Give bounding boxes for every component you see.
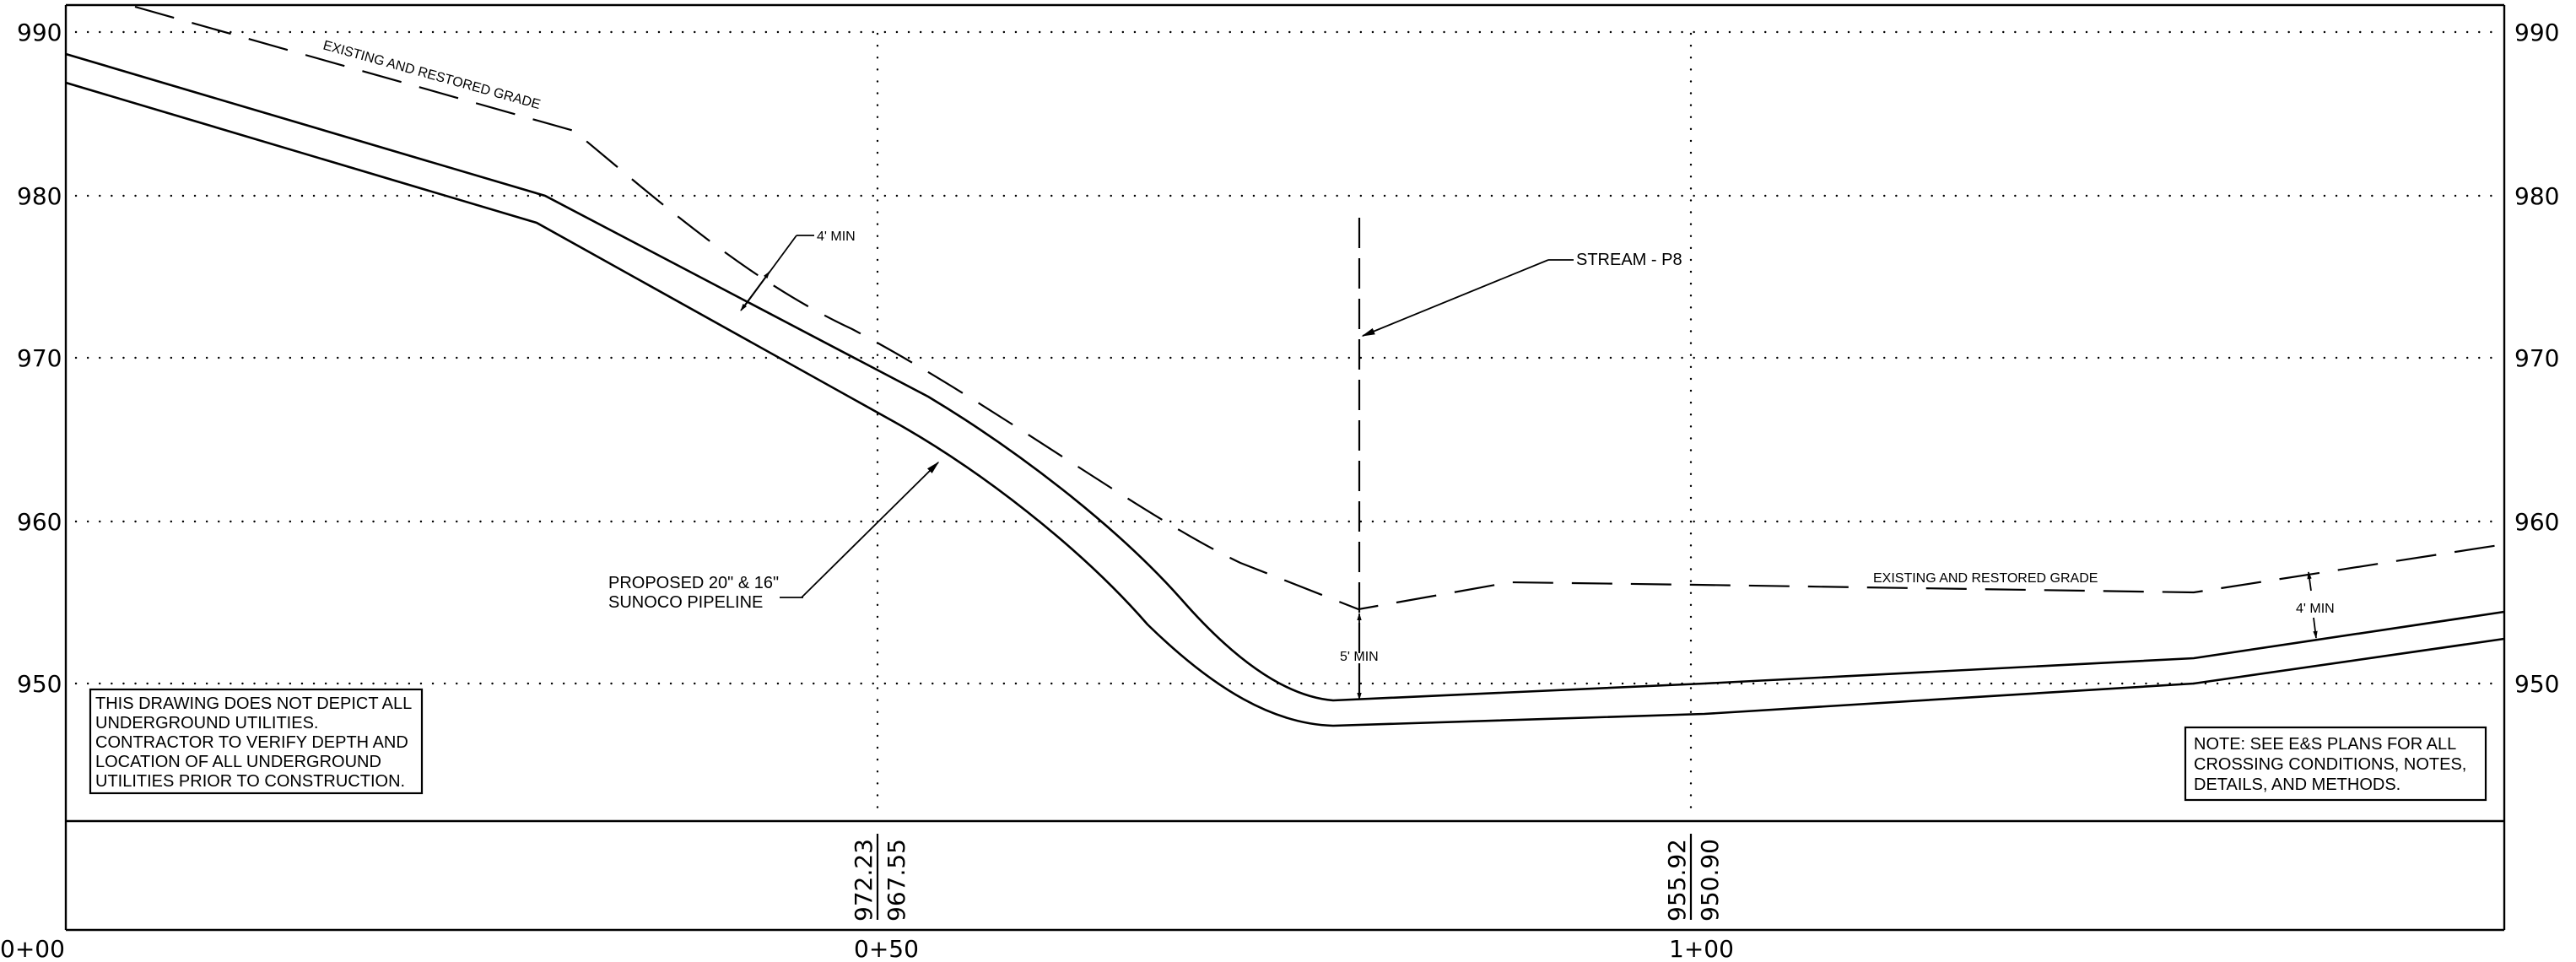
- pipeline-label-line2: SUNOCO PIPELINE: [608, 593, 763, 612]
- elev-label-left-970: 970: [17, 344, 62, 372]
- proposed-elev-sta-50: 967.55: [883, 839, 910, 921]
- utilities-note-line-2: UNDERGROUND UTILITIES.: [95, 714, 318, 732]
- cover-stream-label: 5' MIN: [1340, 650, 1379, 664]
- utilities-note-line-4: LOCATION OF ALL UNDERGROUND: [95, 753, 381, 771]
- elev-label-left-980: 980: [17, 182, 62, 210]
- cover-right-arrow-down: [2313, 617, 2318, 639]
- cover-right-arrow-up: [2307, 571, 2312, 592]
- es-plans-note-line-2: CROSSING CONDITIONS, NOTES,: [2194, 755, 2466, 774]
- pipeline-leader: [801, 461, 940, 598]
- pipeline-label-line1: PROPOSED 20" & 16": [608, 574, 779, 592]
- elev-label-left-950: 950: [17, 670, 62, 698]
- cover-upper-label: 4' MIN: [817, 230, 856, 244]
- stream-label: STREAM - P8: [1576, 251, 1682, 269]
- cover-upper-arrow-up: [754, 271, 770, 292]
- utilities-note-box: [89, 688, 424, 795]
- station-label-100: 1+00: [1669, 935, 1734, 962]
- elev-label-left-990: 990: [17, 19, 62, 46]
- stream-leader: [1361, 259, 1549, 337]
- grade-label-lower: EXISTING AND RESTORED GRADE: [1873, 571, 2098, 586]
- station-label-50: 0+50: [854, 935, 919, 962]
- pipeline-bottom: [65, 81, 2505, 727]
- cover-upper-arrow-down: [740, 290, 756, 311]
- elev-label-left-960: 960: [17, 508, 62, 536]
- elev-label-right-980: 980: [2514, 182, 2559, 210]
- utilities-note-line-1: THIS DRAWING DOES NOT DEPICT ALL: [95, 694, 412, 713]
- es-plans-note-box: [2184, 726, 2487, 802]
- station-label-0: 0+00: [0, 935, 65, 962]
- elev-label-right-950: 950: [2514, 670, 2559, 698]
- elev-label-right-970: 970: [2514, 344, 2559, 372]
- existing-elev-sta-100: 955.92: [1663, 839, 1691, 921]
- grade-label-upper: EXISTING AND RESTORED GRADE: [321, 38, 542, 112]
- cover-right-label: 4' MIN: [2296, 602, 2335, 616]
- utilities-note-line-3: CONTRACTOR TO VERIFY DEPTH AND: [95, 733, 408, 752]
- elev-label-right-990: 990: [2514, 19, 2559, 46]
- es-plans-note-line-1: NOTE: SEE E&S PLANS FOR ALL: [2194, 735, 2456, 754]
- utilities-note-line-5: UTILITIES PRIOR TO CONSTRUCTION.: [95, 772, 405, 791]
- existing-elev-sta-50: 972.23: [850, 839, 878, 921]
- proposed-elev-sta-100: 950.90: [1696, 839, 1724, 921]
- elev-label-right-960: 960: [2514, 508, 2559, 536]
- existing-grade-line: [134, 5, 2505, 611]
- es-plans-note-line-3: DETAILS, AND METHODS.: [2194, 776, 2400, 794]
- pipeline-top: [65, 52, 2505, 702]
